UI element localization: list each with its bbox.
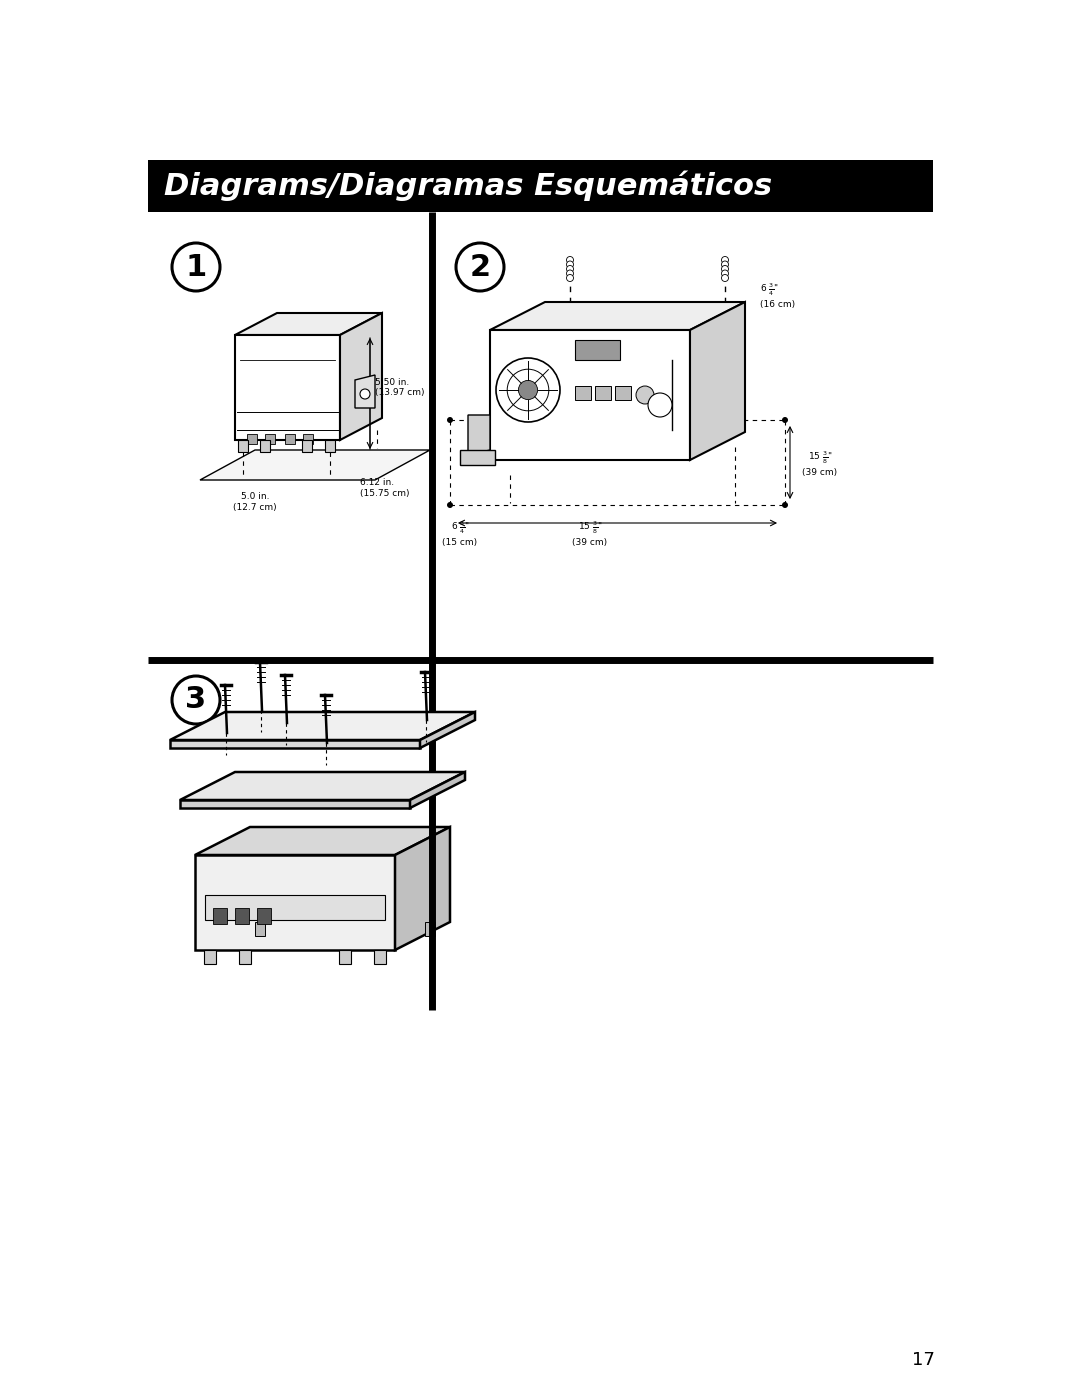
- Polygon shape: [420, 712, 475, 747]
- Polygon shape: [690, 302, 745, 460]
- Circle shape: [172, 676, 220, 724]
- Text: 3: 3: [186, 686, 206, 714]
- Bar: [374, 950, 386, 964]
- Polygon shape: [490, 330, 690, 460]
- Circle shape: [721, 265, 729, 272]
- Polygon shape: [195, 855, 395, 950]
- Text: 6 $\frac{3}{4}$"
(16 cm): 6 $\frac{3}{4}$" (16 cm): [760, 281, 795, 309]
- Polygon shape: [180, 773, 465, 800]
- Bar: [285, 434, 295, 444]
- Polygon shape: [170, 740, 420, 747]
- Circle shape: [648, 393, 672, 416]
- Text: 1: 1: [186, 253, 206, 282]
- Bar: [302, 440, 312, 453]
- Bar: [260, 440, 270, 453]
- Text: Diagrams/Diagramas Esquemáticos: Diagrams/Diagramas Esquemáticos: [164, 170, 772, 201]
- Circle shape: [567, 274, 573, 282]
- Polygon shape: [490, 302, 745, 330]
- Text: 6 $\frac{3}{4}$"
(15 cm): 6 $\frac{3}{4}$" (15 cm): [443, 520, 477, 546]
- Text: 17: 17: [913, 1351, 935, 1369]
- Bar: [238, 440, 248, 453]
- Circle shape: [567, 261, 573, 268]
- Bar: [426, 922, 435, 936]
- Bar: [204, 950, 216, 964]
- Bar: [265, 434, 275, 444]
- Circle shape: [782, 502, 788, 509]
- Polygon shape: [200, 450, 430, 481]
- Polygon shape: [468, 415, 490, 455]
- Polygon shape: [355, 374, 375, 408]
- Circle shape: [518, 380, 538, 400]
- Bar: [257, 908, 271, 923]
- Bar: [325, 440, 335, 453]
- Circle shape: [508, 369, 549, 411]
- Bar: [595, 386, 611, 400]
- Polygon shape: [180, 800, 410, 807]
- Circle shape: [721, 274, 729, 282]
- Bar: [235, 908, 249, 923]
- Circle shape: [447, 502, 453, 509]
- Polygon shape: [340, 313, 382, 440]
- Polygon shape: [195, 827, 450, 855]
- Bar: [148, 161, 933, 212]
- Text: 6.12 in.
(15.75 cm): 6.12 in. (15.75 cm): [360, 478, 409, 497]
- Circle shape: [782, 416, 788, 423]
- Bar: [255, 922, 265, 936]
- Circle shape: [567, 270, 573, 277]
- Circle shape: [636, 386, 654, 404]
- Circle shape: [172, 243, 220, 291]
- Text: 15 $\frac{3}{8}$"
(39 cm): 15 $\frac{3}{8}$" (39 cm): [572, 520, 608, 546]
- Polygon shape: [235, 313, 382, 335]
- Circle shape: [567, 265, 573, 272]
- Circle shape: [721, 257, 729, 264]
- Circle shape: [456, 243, 504, 291]
- Polygon shape: [170, 712, 475, 740]
- Polygon shape: [410, 773, 465, 807]
- Text: 2: 2: [470, 253, 490, 282]
- Bar: [575, 339, 620, 360]
- Bar: [205, 895, 384, 921]
- Bar: [575, 386, 591, 400]
- Polygon shape: [235, 335, 340, 440]
- Text: 15 $\frac{3}{8}$"
(39 cm): 15 $\frac{3}{8}$" (39 cm): [802, 450, 838, 476]
- Circle shape: [721, 270, 729, 277]
- Circle shape: [567, 257, 573, 264]
- Circle shape: [496, 358, 561, 422]
- Circle shape: [360, 388, 370, 400]
- Text: 5.0 in.
(12.7 cm): 5.0 in. (12.7 cm): [233, 492, 276, 511]
- Bar: [339, 950, 351, 964]
- Circle shape: [721, 261, 729, 268]
- Bar: [239, 950, 251, 964]
- Text: 5.50 in.
(13.97 cm): 5.50 in. (13.97 cm): [375, 377, 424, 397]
- Bar: [213, 908, 227, 923]
- Circle shape: [447, 416, 453, 423]
- Bar: [247, 434, 257, 444]
- Bar: [303, 434, 313, 444]
- Polygon shape: [395, 827, 450, 950]
- Bar: [615, 386, 631, 400]
- Polygon shape: [460, 450, 495, 465]
